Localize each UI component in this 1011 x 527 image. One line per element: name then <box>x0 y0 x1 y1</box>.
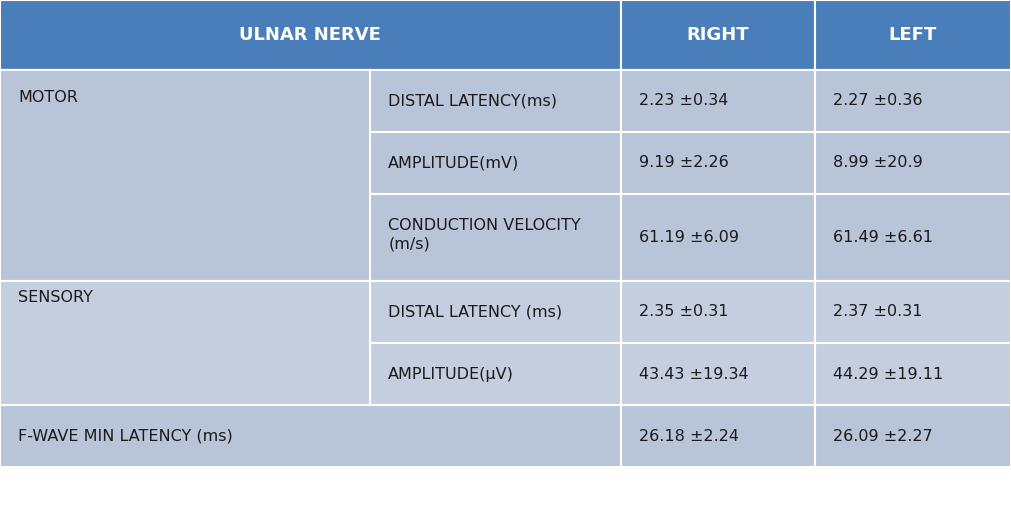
Text: SENSORY: SENSORY <box>18 289 93 305</box>
Bar <box>0 70 370 281</box>
Bar <box>0 70 370 132</box>
Text: MOTOR: MOTOR <box>18 90 78 104</box>
Bar <box>0 281 370 343</box>
Bar <box>621 281 815 343</box>
Bar <box>815 70 1011 132</box>
Bar <box>621 343 815 405</box>
Bar <box>815 0 1011 70</box>
Text: 61.19 ±6.09: 61.19 ±6.09 <box>639 230 739 245</box>
Text: 9.19 ±2.26: 9.19 ±2.26 <box>639 155 729 170</box>
Bar <box>621 70 815 132</box>
Bar <box>0 281 370 405</box>
Bar <box>621 194 815 281</box>
Text: DISTAL LATENCY(ms): DISTAL LATENCY(ms) <box>388 93 557 108</box>
Text: 44.29 ±19.11: 44.29 ±19.11 <box>833 367 943 382</box>
Bar <box>370 194 621 281</box>
Text: 61.49 ±6.61: 61.49 ±6.61 <box>833 230 933 245</box>
Bar <box>370 343 621 405</box>
Bar <box>815 281 1011 343</box>
Bar <box>0 0 621 70</box>
Bar <box>815 405 1011 467</box>
Bar <box>0 405 621 467</box>
Text: 26.09 ±2.27: 26.09 ±2.27 <box>833 429 933 444</box>
Text: 2.27 ±0.36: 2.27 ±0.36 <box>833 93 923 108</box>
Bar <box>0 132 370 194</box>
Text: 8.99 ±20.9: 8.99 ±20.9 <box>833 155 923 170</box>
Bar <box>0 343 370 405</box>
Bar <box>621 0 815 70</box>
Bar <box>370 281 621 343</box>
Text: ULNAR NERVE: ULNAR NERVE <box>240 26 381 44</box>
Text: AMPLITUDE(mV): AMPLITUDE(mV) <box>388 155 520 170</box>
Text: 43.43 ±19.34: 43.43 ±19.34 <box>639 367 748 382</box>
Bar <box>815 132 1011 194</box>
Bar <box>621 405 815 467</box>
Bar <box>370 70 621 132</box>
Bar <box>815 343 1011 405</box>
Text: DISTAL LATENCY (ms): DISTAL LATENCY (ms) <box>388 305 562 319</box>
Text: 26.18 ±2.24: 26.18 ±2.24 <box>639 429 739 444</box>
Bar <box>370 132 621 194</box>
Bar <box>0 194 370 281</box>
Text: F-WAVE MIN LATENCY (ms): F-WAVE MIN LATENCY (ms) <box>18 429 233 444</box>
Text: LEFT: LEFT <box>889 26 937 44</box>
Text: 2.35 ±0.31: 2.35 ±0.31 <box>639 305 729 319</box>
Text: CONDUCTION VELOCITY
(m/s): CONDUCTION VELOCITY (m/s) <box>388 218 581 252</box>
Text: 2.37 ±0.31: 2.37 ±0.31 <box>833 305 923 319</box>
Text: AMPLITUDE(μV): AMPLITUDE(μV) <box>388 367 515 382</box>
Text: 2.23 ±0.34: 2.23 ±0.34 <box>639 93 728 108</box>
Bar <box>621 132 815 194</box>
Text: RIGHT: RIGHT <box>686 26 749 44</box>
Bar <box>815 194 1011 281</box>
